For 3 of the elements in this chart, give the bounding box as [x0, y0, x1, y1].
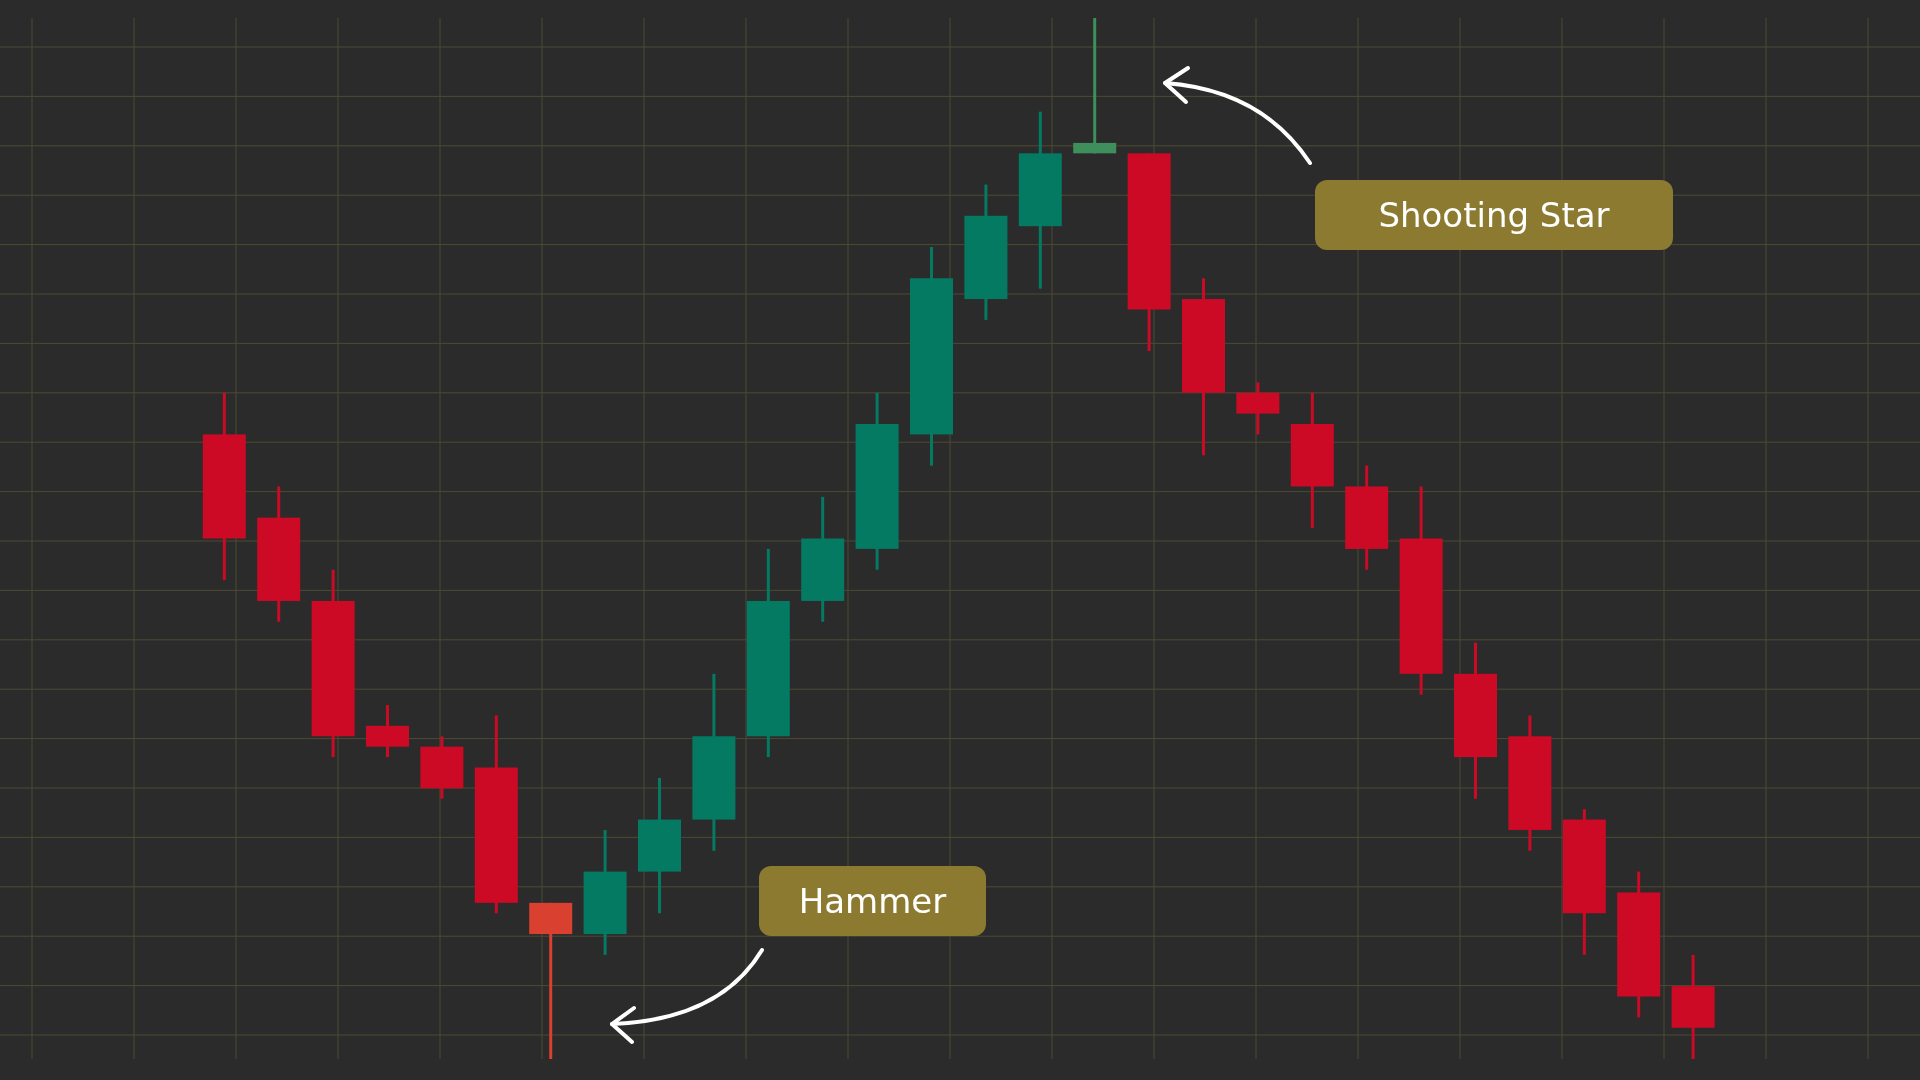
annotation: Hammer [798, 881, 947, 921]
annotation: Shooting Star [1378, 195, 1610, 235]
candlestick [1073, 18, 1117, 154]
